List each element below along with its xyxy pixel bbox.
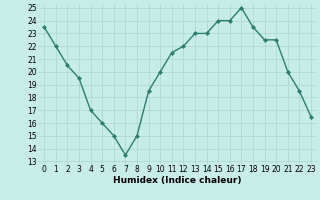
X-axis label: Humidex (Indice chaleur): Humidex (Indice chaleur)	[113, 176, 242, 185]
